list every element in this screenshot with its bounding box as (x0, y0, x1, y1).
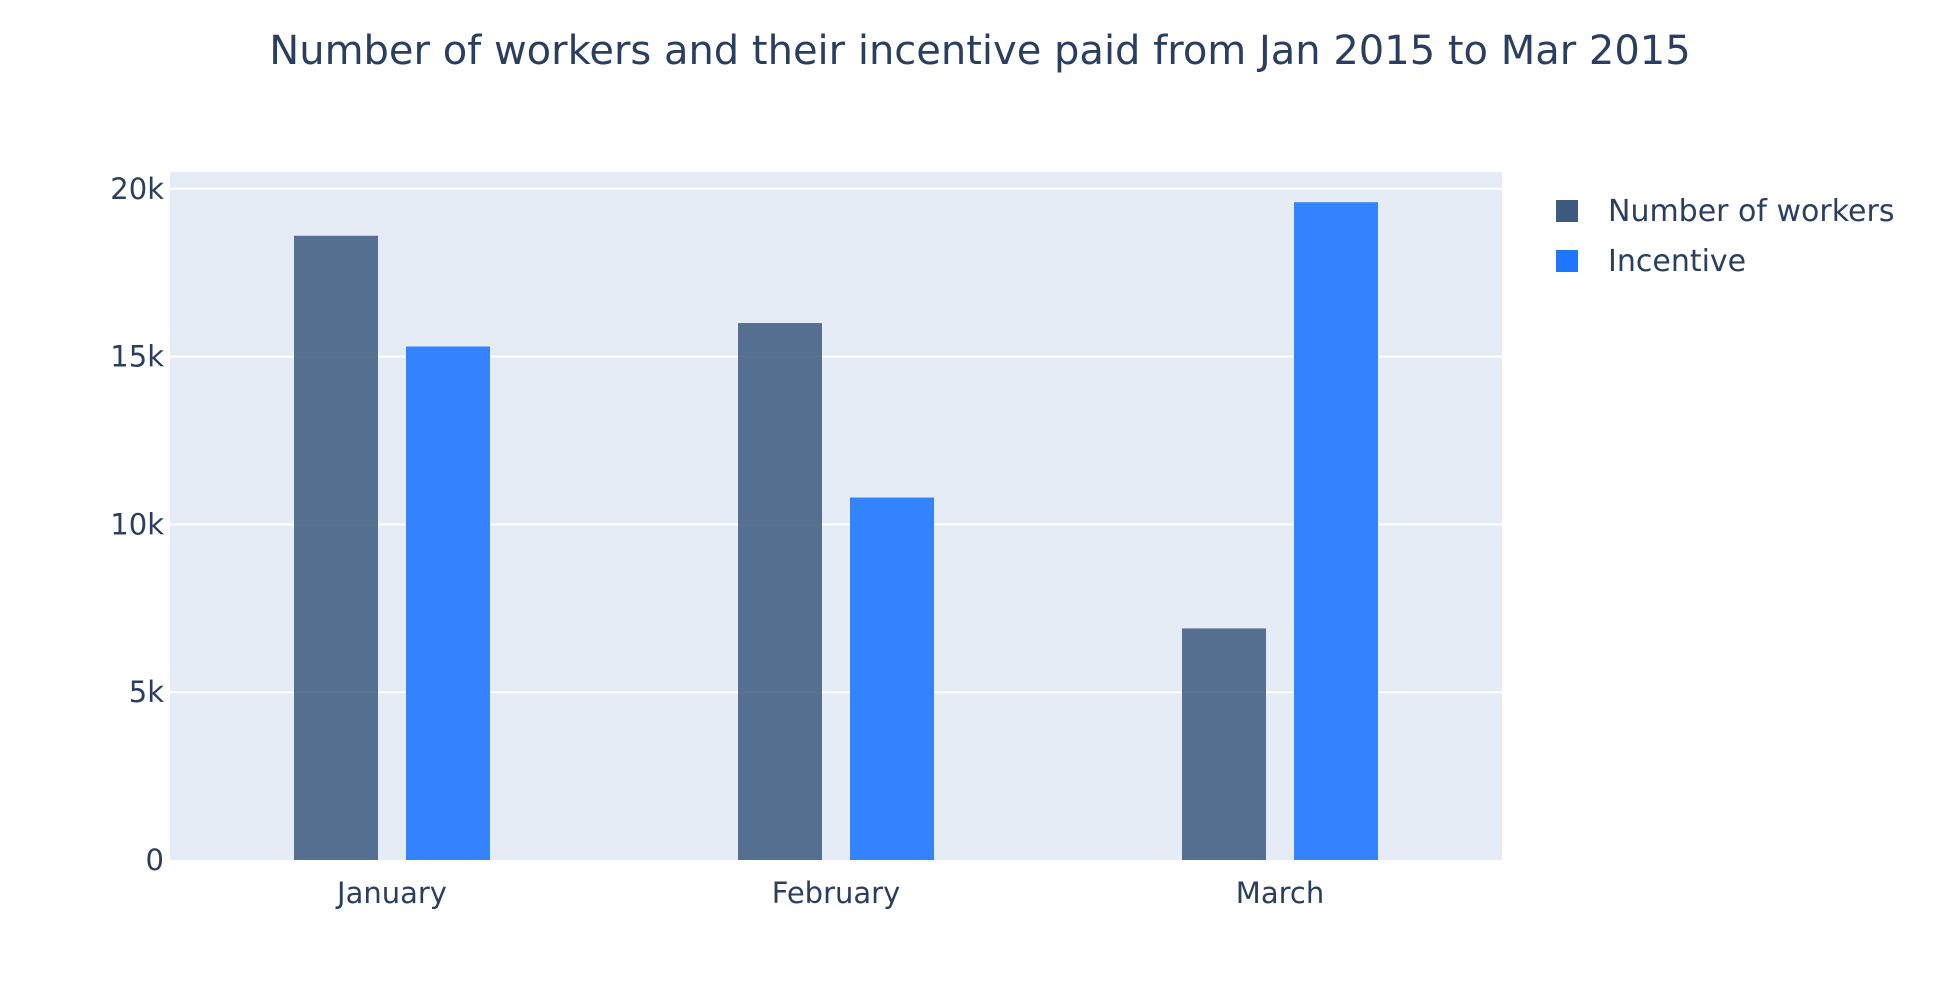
x-tick-labels: January February March (335, 876, 1324, 910)
legend-swatch-workers (1556, 200, 1578, 222)
y-tick-label: 0 (146, 843, 164, 877)
y-tick-label: 10k (110, 507, 164, 541)
x-tick-label: February (772, 876, 901, 910)
bar-workers-march[interactable] (1182, 628, 1266, 860)
bar-incentive-february[interactable] (850, 497, 934, 860)
y-tick-label: 20k (110, 172, 164, 206)
legend-swatch-incentive (1556, 250, 1578, 272)
x-tick-label: March (1236, 876, 1324, 910)
legend-item-incentive[interactable]: Incentive (1556, 236, 1894, 286)
bar-workers-january[interactable] (294, 235, 378, 860)
gridlines (170, 187, 1502, 694)
bars (294, 202, 1378, 860)
y-tick-label: 15k (110, 340, 164, 374)
legend-item-number-of-workers[interactable]: Number of workers (1556, 186, 1894, 236)
legend[interactable]: Number of workers Incentive (1556, 186, 1894, 286)
plot-background (170, 172, 1502, 860)
bar-workers-february[interactable] (738, 323, 822, 860)
bar-incentive-january[interactable] (406, 346, 490, 860)
legend-label-incentive: Incentive (1608, 243, 1747, 279)
chart-title: Number of workers and their incentive pa… (269, 28, 1691, 74)
legend-label-workers: Number of workers (1608, 193, 1895, 229)
y-tick-labels: 0 5k 10k 15k 20k (110, 172, 164, 877)
x-tick-label: January (335, 876, 447, 910)
bar-incentive-march[interactable] (1294, 202, 1378, 860)
y-tick-label: 5k (129, 675, 164, 709)
